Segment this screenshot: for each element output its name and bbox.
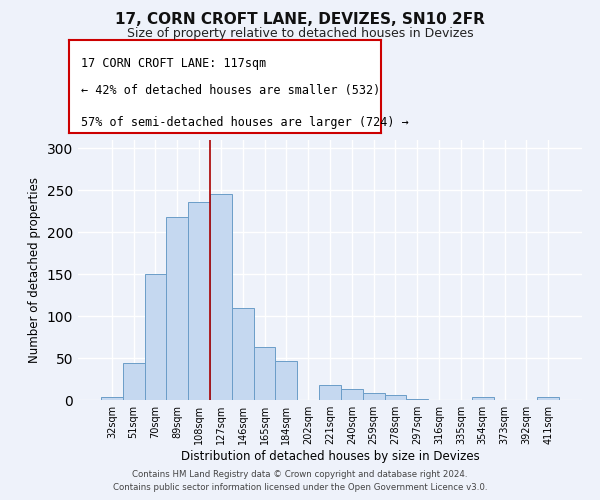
Bar xyxy=(275,362,297,400)
Bar xyxy=(210,194,232,400)
Bar xyxy=(341,389,363,400)
Bar xyxy=(319,385,341,400)
Bar xyxy=(101,398,123,400)
Text: Size of property relative to detached houses in Devizes: Size of property relative to detached ho… xyxy=(127,28,473,40)
Bar xyxy=(188,202,210,400)
Bar xyxy=(363,394,385,400)
Text: 17, CORN CROFT LANE, DEVIZES, SN10 2FR: 17, CORN CROFT LANE, DEVIZES, SN10 2FR xyxy=(115,12,485,28)
Bar xyxy=(254,347,275,400)
Bar xyxy=(472,398,494,400)
Text: 17 CORN CROFT LANE: 117sqm: 17 CORN CROFT LANE: 117sqm xyxy=(82,56,267,70)
Y-axis label: Number of detached properties: Number of detached properties xyxy=(28,177,41,363)
Text: ← 42% of detached houses are smaller (532): ← 42% of detached houses are smaller (53… xyxy=(82,84,381,98)
Bar xyxy=(123,363,145,400)
Text: Contains public sector information licensed under the Open Government Licence v3: Contains public sector information licen… xyxy=(113,484,487,492)
Text: Contains HM Land Registry data © Crown copyright and database right 2024.: Contains HM Land Registry data © Crown c… xyxy=(132,470,468,479)
Text: 57% of semi-detached houses are larger (724) →: 57% of semi-detached houses are larger (… xyxy=(82,116,409,129)
Bar xyxy=(232,308,254,400)
Bar xyxy=(385,395,406,400)
Bar xyxy=(537,398,559,400)
Bar xyxy=(166,217,188,400)
Bar xyxy=(145,274,166,400)
X-axis label: Distribution of detached houses by size in Devizes: Distribution of detached houses by size … xyxy=(181,450,479,463)
Bar xyxy=(406,399,428,400)
